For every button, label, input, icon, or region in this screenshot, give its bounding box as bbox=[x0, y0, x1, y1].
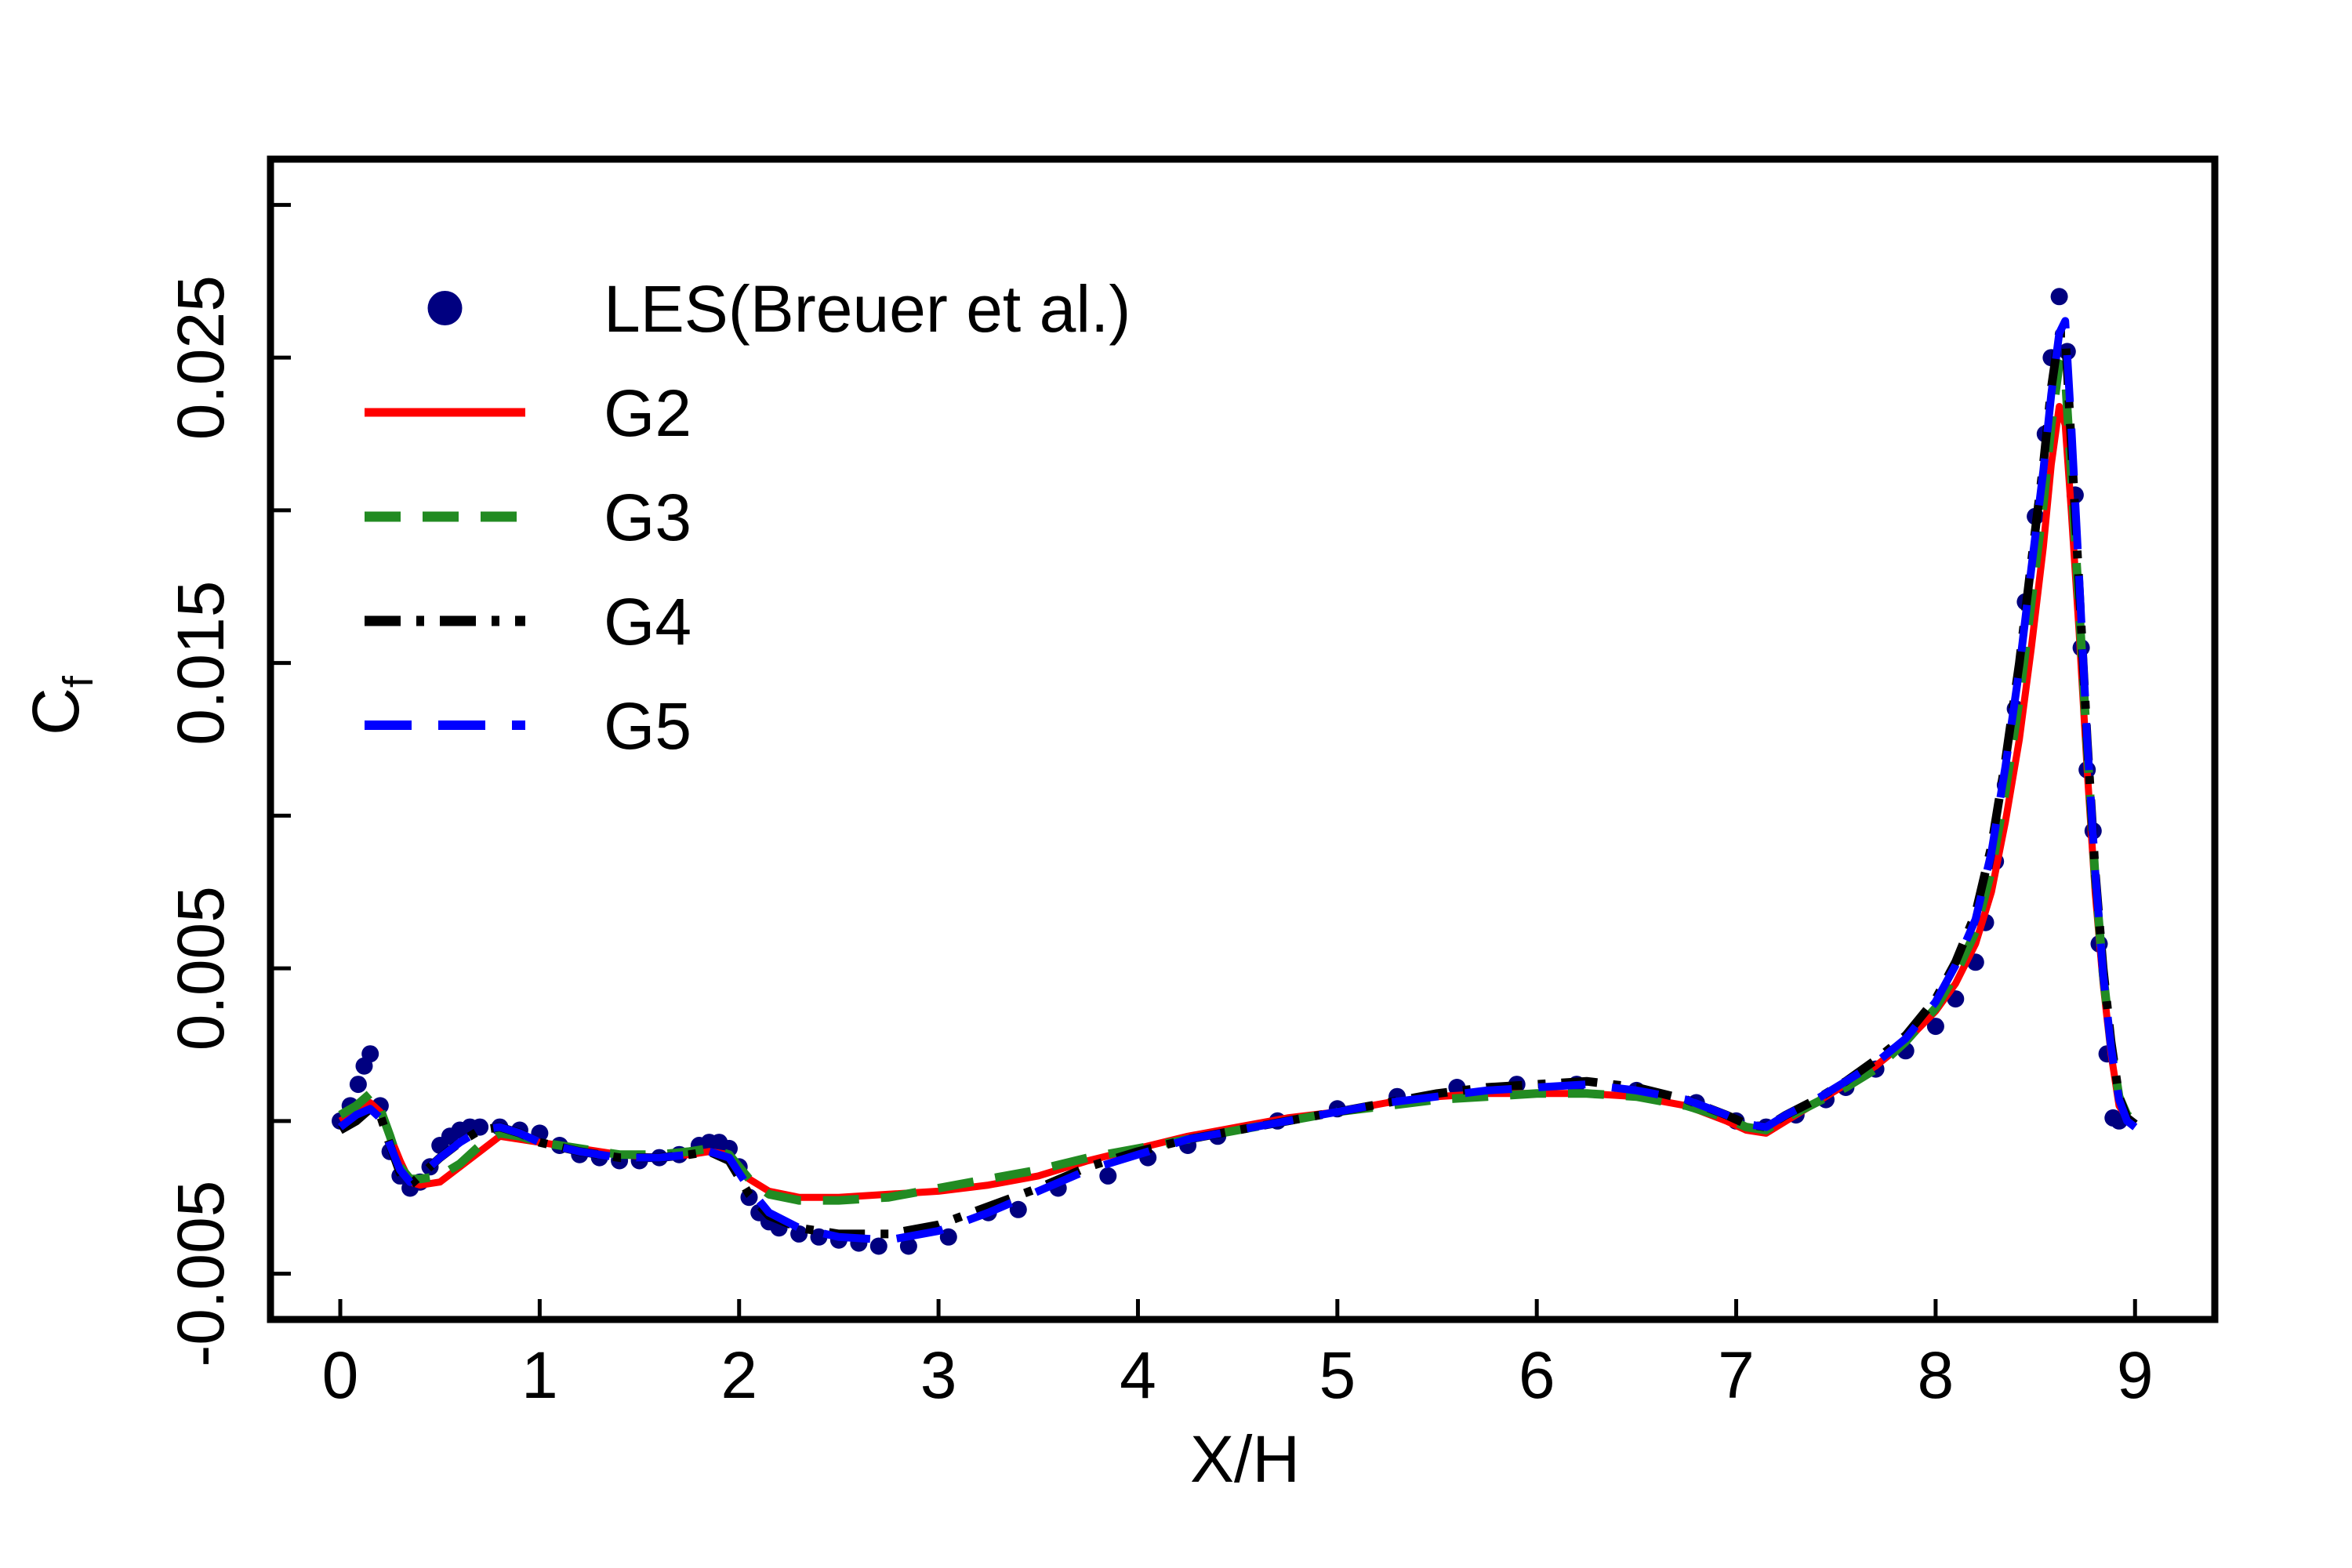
les-data-point bbox=[1009, 1200, 1027, 1218]
legend-label: G4 bbox=[604, 585, 691, 659]
les-data-point bbox=[810, 1228, 828, 1246]
y-tick-label: 0.015 bbox=[164, 581, 238, 746]
series-line-g5 bbox=[337, 317, 2138, 1244]
x-axis-label: X/H bbox=[1190, 1422, 1300, 1496]
legend-marker bbox=[427, 291, 463, 325]
legend-item-les-breuer-et-al-: LES(Breuer et al.) bbox=[427, 272, 1131, 346]
y-tick-label: 0.005 bbox=[164, 886, 238, 1051]
plot-frame bbox=[267, 155, 2219, 1323]
x-tick-label: 5 bbox=[1319, 1338, 1356, 1412]
x-tick-label: 8 bbox=[1918, 1338, 1955, 1412]
x-tick-label: 2 bbox=[720, 1338, 757, 1412]
legend-item-g3: G3 bbox=[365, 481, 691, 554]
legend-item-g5: G5 bbox=[365, 689, 691, 763]
les-data-point bbox=[869, 1237, 887, 1255]
x-tick-label: 4 bbox=[1120, 1338, 1156, 1412]
series-group bbox=[332, 288, 2138, 1255]
les-data-point bbox=[899, 1237, 917, 1255]
legend-item-g2: G2 bbox=[365, 376, 691, 450]
y-axis-label-group: Cf bbox=[19, 675, 102, 735]
legend: LES(Breuer et al.) G2 G3 G4 G5 bbox=[365, 272, 1131, 763]
legend-label: G5 bbox=[604, 689, 691, 763]
legend-label: G3 bbox=[604, 481, 691, 554]
legend-label: G2 bbox=[604, 376, 691, 450]
y-axis-label: C bbox=[19, 688, 93, 735]
x-tick-label: 3 bbox=[920, 1338, 957, 1412]
x-tick-label: 1 bbox=[521, 1338, 558, 1412]
axis-labels: X/H Cf bbox=[19, 675, 1300, 1496]
x-tick-label: 6 bbox=[1519, 1338, 1555, 1412]
legend-label: LES(Breuer et al.) bbox=[604, 272, 1131, 346]
les-data-point bbox=[349, 1076, 367, 1094]
y-tick-label: 0.025 bbox=[164, 275, 238, 440]
les-data-point bbox=[1926, 1018, 1944, 1036]
plot-area bbox=[332, 288, 2138, 1255]
les-data-point bbox=[1099, 1167, 1117, 1185]
les-data-point bbox=[471, 1118, 489, 1136]
les-data-point bbox=[939, 1228, 957, 1246]
x-tick-label: 7 bbox=[1718, 1338, 1755, 1412]
y-axis-label-subscript: f bbox=[55, 675, 102, 688]
x-tick-label: 9 bbox=[2117, 1338, 2154, 1412]
x-tick-label: 0 bbox=[322, 1338, 359, 1412]
axes: 0 1 2 3 4 5 6 7 8 9 -0.005 0.005 0.015 0.025 bbox=[164, 155, 2219, 1412]
y-tick-label: -0.005 bbox=[164, 1180, 238, 1367]
legend-item-g4: G4 bbox=[365, 585, 691, 659]
svg-text:Cf: Cf bbox=[19, 675, 102, 735]
les-data-point bbox=[2050, 288, 2068, 306]
les-data-point bbox=[361, 1045, 379, 1063]
